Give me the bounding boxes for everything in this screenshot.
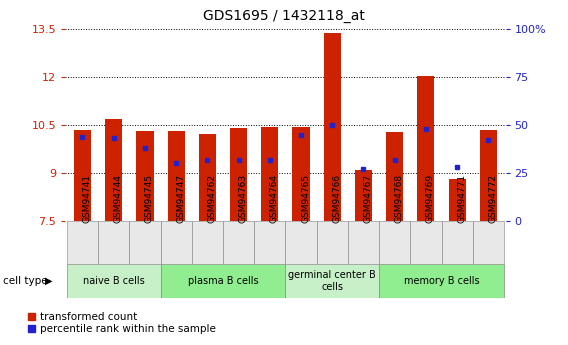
- Text: GSM94741: GSM94741: [82, 174, 91, 223]
- Text: GSM94768: GSM94768: [395, 174, 404, 223]
- Text: GDS1695 / 1432118_at: GDS1695 / 1432118_at: [203, 9, 365, 23]
- Bar: [199, 134, 216, 221]
- FancyBboxPatch shape: [379, 221, 410, 264]
- Bar: [261, 127, 278, 221]
- FancyBboxPatch shape: [223, 221, 254, 264]
- FancyBboxPatch shape: [98, 221, 130, 264]
- Text: GSM94747: GSM94747: [176, 174, 185, 223]
- Bar: [293, 127, 310, 221]
- FancyBboxPatch shape: [192, 221, 223, 264]
- Text: naive B cells: naive B cells: [83, 276, 145, 286]
- FancyBboxPatch shape: [130, 221, 161, 264]
- Text: GSM94763: GSM94763: [239, 174, 248, 223]
- Text: cell type: cell type: [3, 276, 48, 286]
- FancyBboxPatch shape: [254, 221, 285, 264]
- Bar: [136, 131, 153, 221]
- FancyBboxPatch shape: [379, 264, 504, 298]
- Bar: [449, 179, 466, 221]
- Bar: [230, 128, 247, 221]
- Text: GSM94771: GSM94771: [457, 174, 466, 223]
- Bar: [324, 33, 341, 221]
- Text: ▶: ▶: [44, 276, 52, 286]
- Text: germinal center B
cells: germinal center B cells: [289, 270, 376, 292]
- Text: GSM94764: GSM94764: [270, 174, 279, 223]
- Text: GSM94765: GSM94765: [301, 174, 310, 223]
- Text: GSM94767: GSM94767: [364, 174, 373, 223]
- FancyBboxPatch shape: [473, 221, 504, 264]
- Bar: [386, 132, 403, 221]
- Legend: transformed count, percentile rank within the sample: transformed count, percentile rank withi…: [28, 312, 216, 334]
- Text: plasma B cells: plasma B cells: [187, 276, 258, 286]
- FancyBboxPatch shape: [285, 221, 316, 264]
- Text: GSM94745: GSM94745: [145, 174, 154, 223]
- FancyBboxPatch shape: [67, 221, 98, 264]
- FancyBboxPatch shape: [285, 264, 379, 298]
- FancyBboxPatch shape: [316, 221, 348, 264]
- FancyBboxPatch shape: [67, 264, 161, 298]
- Bar: [168, 131, 185, 221]
- Text: GSM94766: GSM94766: [332, 174, 341, 223]
- FancyBboxPatch shape: [348, 221, 379, 264]
- FancyBboxPatch shape: [161, 221, 192, 264]
- Text: memory B cells: memory B cells: [404, 276, 479, 286]
- Bar: [105, 119, 122, 221]
- Text: GSM94769: GSM94769: [426, 174, 435, 223]
- Bar: [480, 130, 497, 221]
- Bar: [355, 170, 372, 221]
- Text: GSM94762: GSM94762: [207, 174, 216, 223]
- Text: GSM94772: GSM94772: [488, 174, 498, 223]
- Bar: [74, 130, 91, 221]
- FancyBboxPatch shape: [441, 221, 473, 264]
- Bar: [417, 76, 435, 221]
- Text: GSM94744: GSM94744: [114, 174, 123, 223]
- FancyBboxPatch shape: [410, 221, 441, 264]
- FancyBboxPatch shape: [161, 264, 285, 298]
